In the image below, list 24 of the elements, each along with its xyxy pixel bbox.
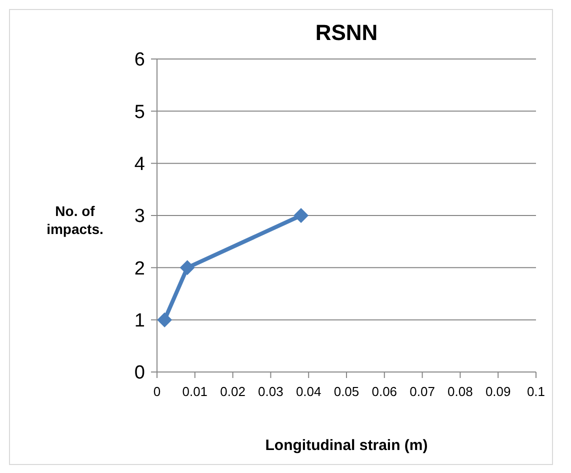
y-tick-label: 1 xyxy=(134,310,145,332)
y-tick-label: 3 xyxy=(134,206,145,228)
x-axis-title: Longitudinal strain (m) xyxy=(265,437,428,454)
x-tick-label: 0.02 xyxy=(220,384,246,399)
point xyxy=(157,312,172,328)
x-tick-label: 0.05 xyxy=(334,384,360,399)
y-tick-label: 4 xyxy=(134,154,146,175)
point xyxy=(294,208,309,223)
y-tick-label: 2 xyxy=(134,258,145,280)
x-tick-label: 0.06 xyxy=(372,384,398,399)
y-axis-title: No. of impacts. xyxy=(46,203,104,237)
point xyxy=(180,260,195,276)
y-tick-label: 6 xyxy=(134,50,145,71)
x-tick-label: 0.09 xyxy=(485,384,511,399)
x-tick-label: 0.04 xyxy=(296,384,322,399)
x-tick-label: 0.07 xyxy=(410,384,435,399)
y-tick-label: 5 xyxy=(134,102,145,123)
x-tick-label: 0.1 xyxy=(526,384,546,399)
chart-title: RSNN xyxy=(315,20,378,45)
x-tick-label: 0.03 xyxy=(258,384,284,399)
x-tick-label: 0 xyxy=(153,384,161,399)
x-tick-label: 0.01 xyxy=(182,384,208,399)
y-tick-label: 0 xyxy=(134,362,145,384)
x-tick-label: 0.08 xyxy=(448,384,473,399)
